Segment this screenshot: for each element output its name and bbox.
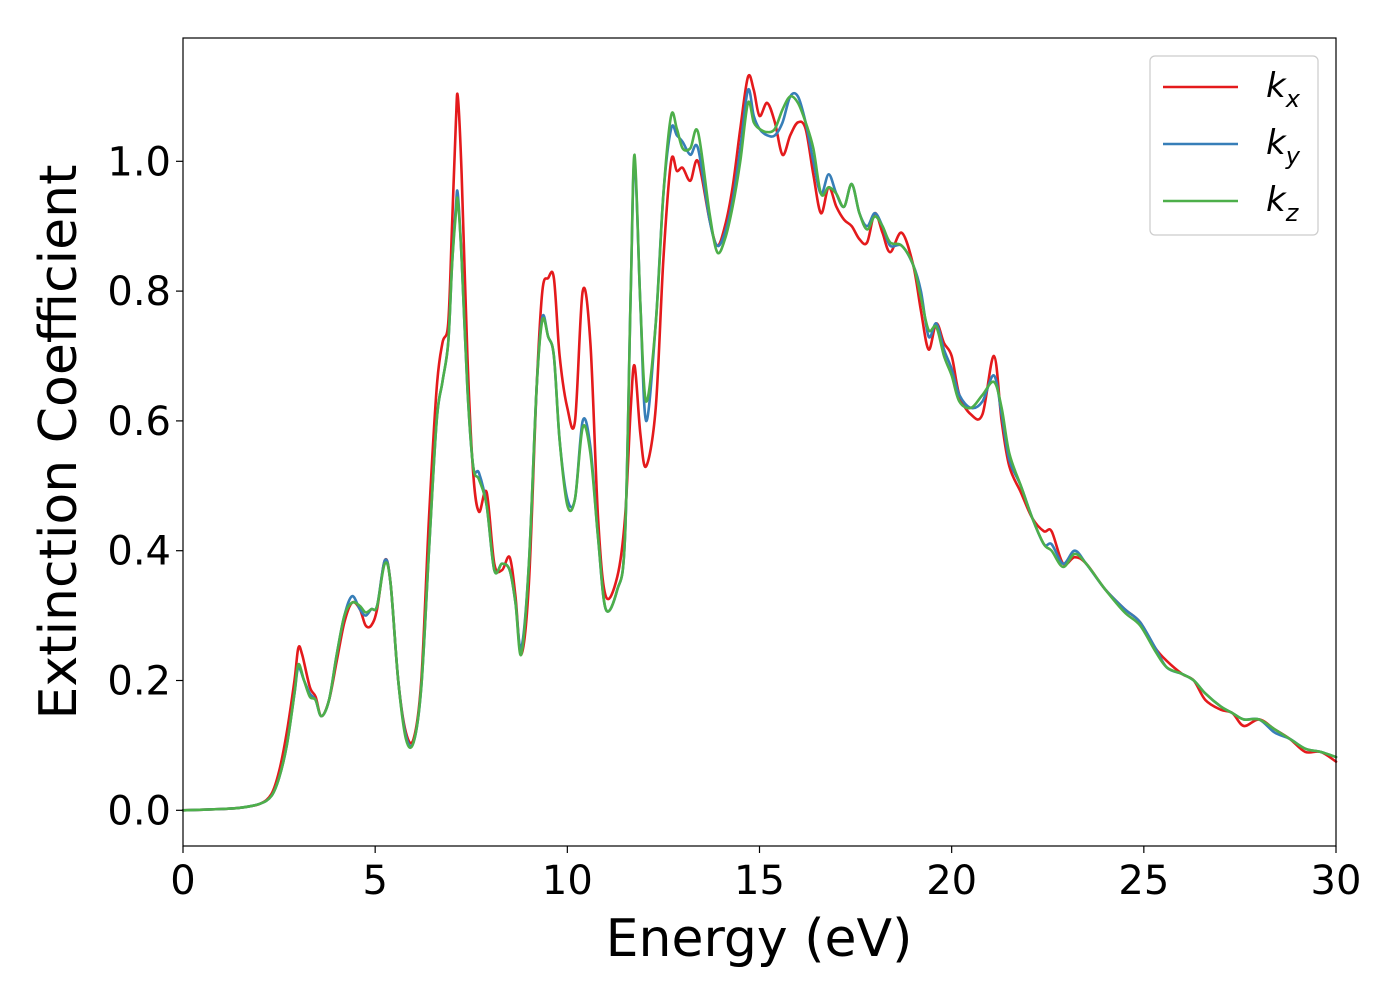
x-tick-label: 15 [734, 858, 785, 904]
x-tick-label: 10 [542, 858, 593, 904]
x-axis: 0 5 10 15 20 25 30 [170, 846, 1361, 904]
x-tick-label: 30 [1311, 858, 1362, 904]
y-tick-label: 0.2 [107, 659, 171, 705]
legend-box [1149, 55, 1319, 236]
x-tick-label: 20 [926, 858, 977, 904]
y-axis: 0.0 0.2 0.4 0.6 0.8 1.0 [107, 139, 183, 834]
y-tick-label: 0.8 [107, 269, 171, 315]
x-tick-label: 5 [362, 858, 387, 904]
x-tick-label: 25 [1118, 858, 1169, 904]
y-tick-label: 0.6 [107, 399, 171, 445]
y-axis-title: Extinction Coefficient [29, 165, 89, 720]
series-layer [181, 74, 1338, 812]
series-line-z [181, 94, 1338, 812]
x-axis-title: Energy (eV) [606, 909, 913, 969]
y-tick-label: 0.0 [107, 788, 171, 834]
y-tick-label: 0.4 [107, 529, 171, 575]
y-tick-label: 1.0 [107, 139, 171, 185]
x-tick-label: 0 [170, 858, 195, 904]
